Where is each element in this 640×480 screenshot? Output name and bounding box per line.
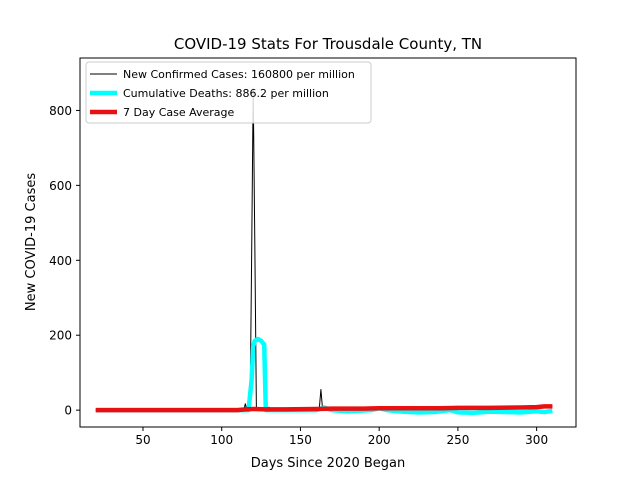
legend-label-3: 7 Day Case Average [123,106,235,119]
x-tick-label: 100 [210,433,233,447]
series-line-3 [95,404,553,413]
y-tick-label: 400 [49,254,72,268]
legend: New Confirmed Cases: 160800 per million C… [85,61,372,124]
x-tick-label: 250 [446,433,469,447]
series-line-2 [95,336,553,416]
legend-box [85,61,372,124]
plot-frame [79,57,577,428]
y-tick-label: 200 [49,329,72,343]
x-tick-label: 150 [289,433,312,447]
x-tick-label: 200 [368,433,391,447]
chart-title: COVID-19 Stats For Trousdale County, TN [174,35,482,53]
series-line-1 [95,87,553,411]
x-axis-label: Days Since 2020 Began [251,456,406,471]
legend-label-1: New Confirmed Cases: 160800 per million [123,68,355,81]
legend-label-2: Cumulative Deaths: 886.2 per million [123,87,329,100]
x-tick-label: 300 [525,433,548,447]
plot-area [95,87,553,416]
y-tick-label: 0 [64,404,72,418]
x-tick-label: 50 [135,433,150,447]
y-tick-label: 600 [49,179,72,193]
y-axis-label: New COVID-19 Cases [24,173,39,311]
x-axis: 50 100 150 200 250 300 [135,427,548,447]
y-tick-label: 800 [49,104,72,118]
y-axis: 0 200 400 600 800 [49,104,80,418]
